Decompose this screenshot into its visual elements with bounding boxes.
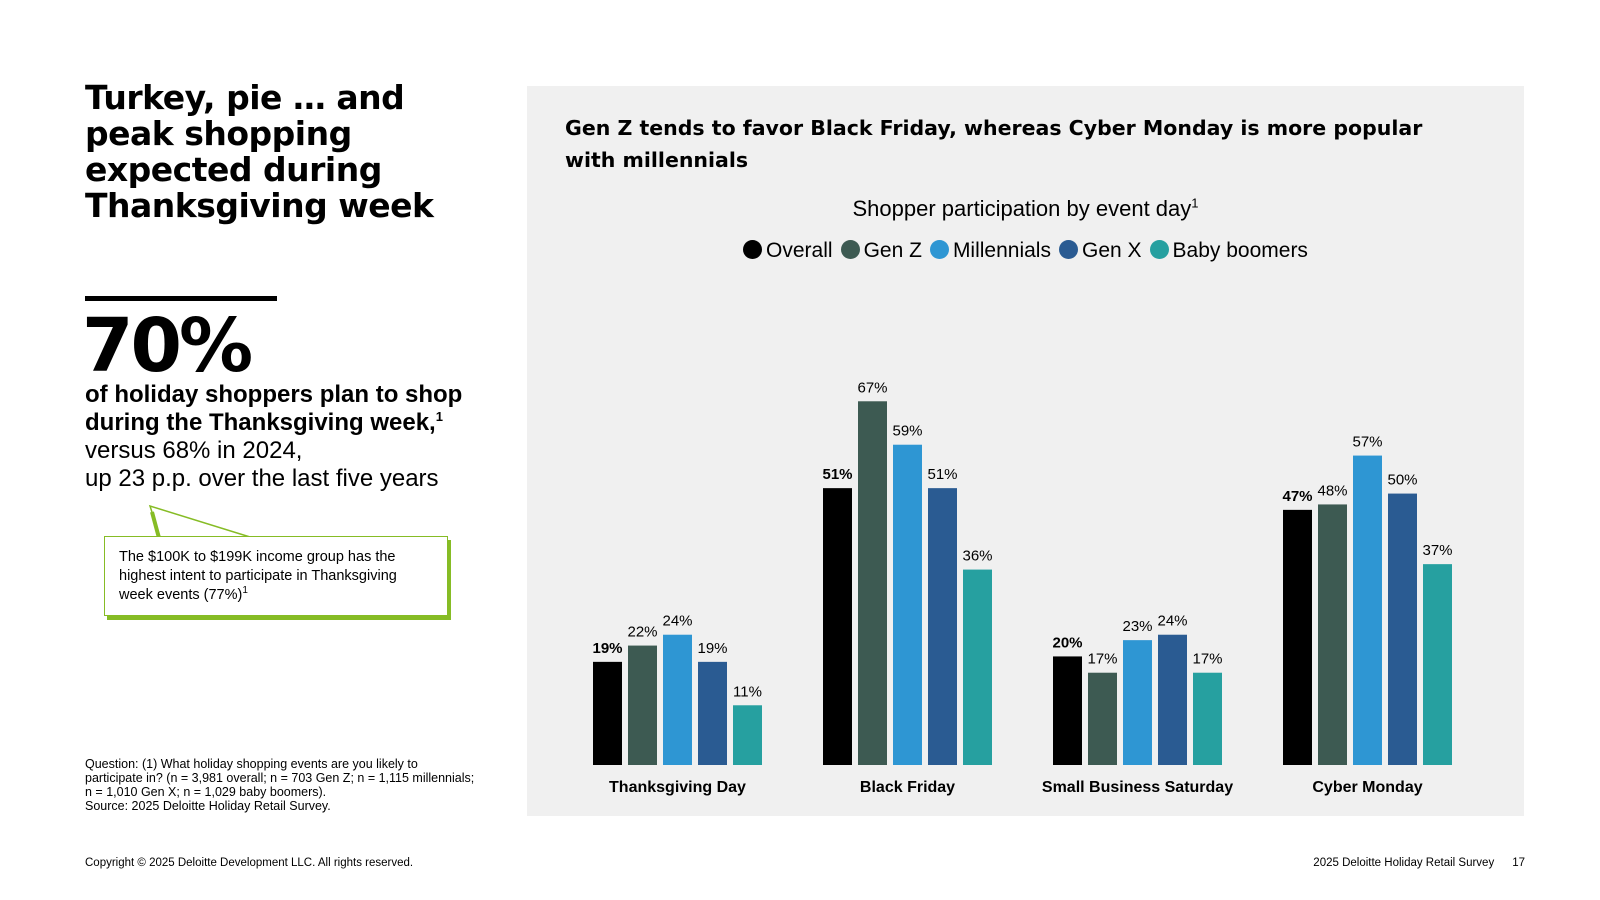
footnote-source: Source: 2025 Deloitte Holiday Retail Sur… [85, 799, 331, 813]
legend-swatch [1149, 240, 1169, 259]
bar [698, 661, 727, 765]
stat-text-line-1: of holiday shoppers plan to shop [85, 381, 463, 408]
chart-panel: Gen Z tends to favor Black Friday, where… [527, 86, 1524, 816]
legend-item-overall: Overall [743, 239, 833, 263]
bar [1318, 504, 1347, 765]
bar [1088, 672, 1117, 765]
category-label: Cyber Monday [1312, 779, 1422, 796]
data-label: 17% [1087, 651, 1117, 668]
legend-swatch [1058, 240, 1078, 259]
data-label: 17% [1192, 651, 1222, 668]
data-label: 47% [1282, 488, 1312, 505]
data-label: 37% [1422, 542, 1452, 559]
bar [1423, 564, 1452, 765]
bar [663, 634, 692, 765]
bar [963, 569, 992, 765]
chart-legend: Overall Gen Z Millennials Gen X Baby boomers [527, 239, 1524, 263]
bar [858, 401, 887, 765]
bar [1053, 656, 1082, 765]
data-label: 19% [592, 640, 622, 657]
chart-title: Shopper participation by event day1 [527, 196, 1524, 222]
legend-swatch [743, 240, 763, 259]
legend-label: Gen Z [863, 239, 922, 262]
legend-label: Overall [766, 239, 833, 262]
chart-title-text: Shopper participation by event day [852, 196, 1192, 221]
data-label: 50% [1387, 472, 1417, 489]
stat-footnote-marker: 1 [435, 409, 443, 424]
bar [823, 488, 852, 765]
data-label: 48% [1317, 482, 1347, 499]
legend-swatch [929, 240, 949, 259]
stat-text-line-2-text: during the Thanksgiving week, [85, 409, 436, 436]
legend-label: Baby boomers [1172, 239, 1308, 262]
data-label: 24% [662, 613, 692, 630]
bar [1353, 455, 1382, 765]
bar-chart: 19% 22% 24% 19% 11% Thanksgiving Day 51% 67% 59%… [592, 379, 1452, 796]
data-label: 22% [627, 624, 657, 641]
bar [1158, 634, 1187, 765]
data-label: 57% [1352, 434, 1382, 451]
callout-tail [148, 504, 251, 539]
data-label: 23% [1122, 618, 1152, 635]
legend-label: Gen X [1081, 239, 1142, 262]
data-label: 67% [857, 379, 887, 396]
category-label: Small Business Saturday [1042, 779, 1233, 796]
legend-item-baby-boomers: Baby boomers [1149, 239, 1308, 263]
data-label: 20% [1052, 634, 1082, 651]
data-label: 19% [697, 640, 727, 657]
legend-swatch [840, 240, 860, 259]
legend-item-millennials: Millennials [929, 239, 1051, 263]
bar [733, 705, 762, 765]
bar [1388, 493, 1417, 765]
legend-item-gen-x: Gen X [1058, 239, 1142, 263]
category-label: Black Friday [860, 779, 955, 796]
copyright-text: Copyright © 2025 Deloitte Development LL… [85, 857, 414, 869]
bar [1283, 509, 1312, 765]
bar [628, 645, 657, 765]
page-headline: Turkey, pie … and peak shopping expected… [85, 78, 434, 225]
report-name: 2025 Deloitte Holiday Retail Survey [1313, 857, 1495, 869]
big-stat-value: 70% [82, 303, 253, 389]
data-label: 51% [927, 466, 957, 483]
chart-heading: Gen Z tends to favor Black Friday, where… [565, 116, 1423, 172]
data-label: 24% [1157, 613, 1187, 630]
bar [1193, 672, 1222, 765]
category-label: Thanksgiving Day [609, 779, 746, 796]
callout-text: The $100K to $199K income group has the … [119, 549, 397, 603]
callout-footnote-marker: 1 [242, 585, 248, 597]
data-label: 11% [733, 683, 762, 700]
data-label: 51% [822, 466, 852, 483]
footer-right: 2025 Deloitte Holiday Retail Survey 17 [1313, 857, 1525, 869]
data-label: 59% [892, 423, 922, 440]
stat-text-line-2: during the Thanksgiving week,1 [85, 409, 443, 437]
page-number: 17 [1512, 857, 1525, 869]
stat-text-line-3: versus 68% in 2024, [85, 437, 303, 464]
legend-item-gen-z: Gen Z [840, 239, 922, 263]
chart-title-footnote: 1 [1191, 195, 1199, 211]
callout-box: The $100K to $199K income group has the … [104, 536, 448, 616]
bar [928, 488, 957, 765]
survey-footnote: Question: (1) What holiday shopping even… [85, 757, 475, 813]
bar [1123, 640, 1152, 765]
data-label: 36% [962, 548, 992, 565]
footnote-question: Question: (1) What holiday shopping even… [85, 757, 475, 799]
bar [593, 661, 622, 765]
bar [893, 444, 922, 765]
stat-divider [85, 296, 277, 301]
stat-text-line-4: up 23 p.p. over the last five years [85, 465, 439, 492]
legend-label: Millennials [952, 239, 1051, 262]
